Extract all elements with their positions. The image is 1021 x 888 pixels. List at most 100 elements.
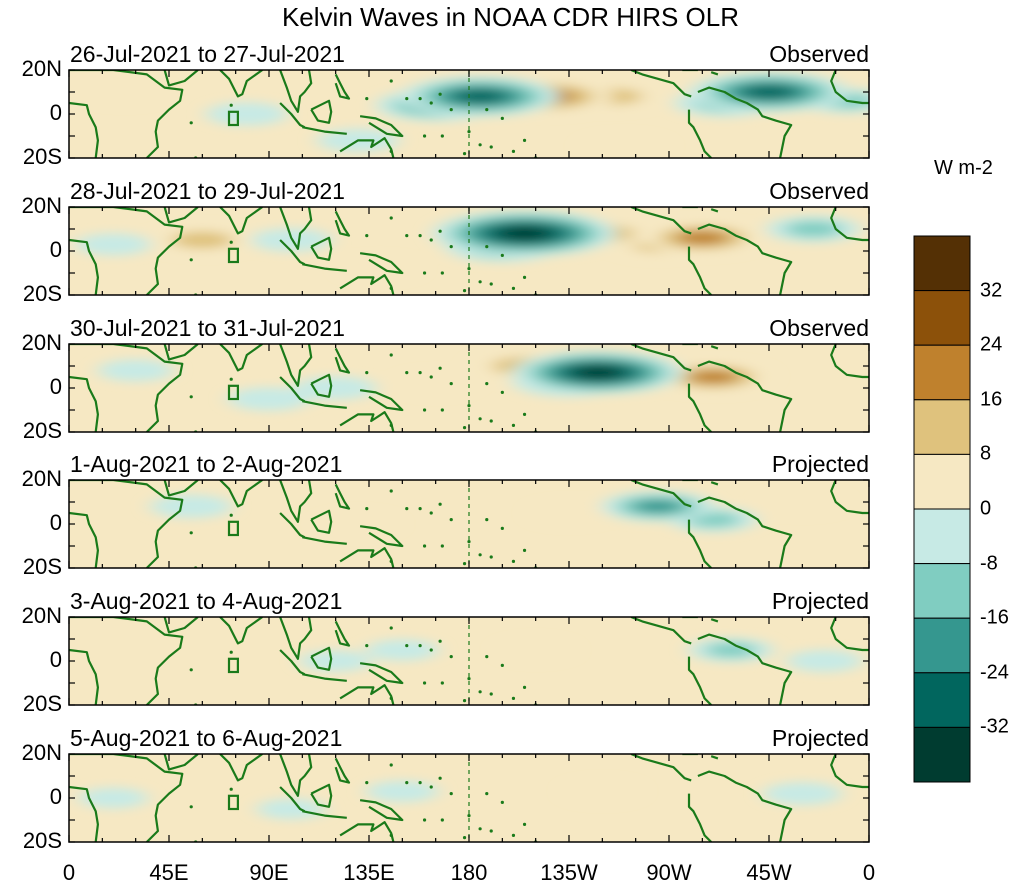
island-dot <box>189 668 193 672</box>
island-dot <box>405 644 409 648</box>
island-dot <box>522 138 527 142</box>
island-dot <box>365 371 369 375</box>
olr-anomaly-blob <box>676 230 729 245</box>
olr-anomaly-blob <box>256 798 326 820</box>
coastline <box>687 793 712 842</box>
coastline <box>219 344 263 372</box>
coastline <box>697 770 793 842</box>
olr-anomaly-blob <box>763 782 842 806</box>
olr-anomaly-blob <box>633 499 683 513</box>
colorbar-swatch <box>913 453 971 510</box>
island-dot <box>389 423 393 427</box>
island-dot <box>440 544 444 548</box>
latitude-label: 20S <box>22 418 62 443</box>
island-dot <box>438 639 442 643</box>
panel-date-label: 30-Jul-2021 to 31-Jul-2021 <box>70 315 345 341</box>
olr-anomaly-blob <box>366 780 439 803</box>
olr-anomaly-blob <box>98 359 174 382</box>
island-dot <box>478 690 482 694</box>
coastline <box>630 70 692 98</box>
island-dot <box>429 238 433 242</box>
coastline <box>69 511 99 568</box>
coastline <box>219 754 263 782</box>
island-dot <box>478 417 482 421</box>
colorbar-swatch <box>913 508 971 565</box>
coastline <box>339 821 395 842</box>
colorbar <box>913 235 971 783</box>
coastline <box>302 400 347 409</box>
island-dot <box>511 696 516 701</box>
longitude-label: 45E <box>149 860 189 885</box>
island-dot <box>405 507 409 511</box>
olr-anomaly-blob <box>785 221 842 237</box>
island-dot <box>389 833 393 838</box>
coastline <box>359 525 404 548</box>
olr-anomaly-blob <box>499 639 572 661</box>
coastline <box>830 207 869 242</box>
island-dot <box>429 785 433 789</box>
colorbar-tick-label: 32 <box>980 279 1003 302</box>
island-dot <box>429 648 433 652</box>
map-panel <box>68 616 870 706</box>
island-dot <box>229 650 233 654</box>
island-dot <box>500 253 504 257</box>
coastline <box>279 480 313 523</box>
coastline <box>830 754 869 789</box>
coastline <box>302 126 347 135</box>
island-dot <box>485 792 489 796</box>
coastline <box>279 102 306 129</box>
island-dot <box>449 518 453 522</box>
longitude-label: 135E <box>343 860 395 885</box>
olr-anomaly-blob <box>83 80 166 104</box>
coastline <box>687 109 712 158</box>
map-panel <box>68 69 870 159</box>
island-dot <box>489 419 493 423</box>
latitude-label: 20N <box>21 56 62 81</box>
coastline <box>69 238 99 295</box>
region-box <box>227 384 239 401</box>
island-dot <box>229 787 233 791</box>
coastline <box>359 115 404 138</box>
island-dot <box>405 371 409 375</box>
coastline <box>697 496 793 568</box>
coastline <box>163 344 199 361</box>
latitude-label: 20S <box>22 144 62 169</box>
island-dot <box>365 507 369 511</box>
island-dot <box>418 781 422 785</box>
island-dot <box>485 382 489 386</box>
coastline <box>687 383 712 432</box>
latitude-label: 20N <box>21 330 62 355</box>
island-dot <box>365 234 369 238</box>
island-dot <box>405 97 409 101</box>
longitude-label: 90E <box>249 860 289 885</box>
island-dot <box>418 507 422 511</box>
olr-anomaly-blob <box>79 787 148 809</box>
coastline <box>163 70 199 87</box>
island-dot <box>389 626 393 630</box>
coastline <box>302 810 347 819</box>
island-dot <box>462 836 467 840</box>
island-dot <box>462 289 467 293</box>
island-dot <box>365 97 369 101</box>
colorbar-swatch <box>913 290 971 346</box>
island-dot <box>438 502 442 506</box>
coastline <box>334 483 351 510</box>
island-dot <box>449 792 453 796</box>
island-dot <box>438 92 442 96</box>
coastline <box>697 360 793 432</box>
coastline <box>830 480 869 515</box>
island-dot <box>389 79 393 83</box>
latitude-label: 0 <box>49 510 62 535</box>
coastline <box>339 274 395 295</box>
coastline <box>359 662 404 685</box>
longitude-label: 135W <box>540 860 598 885</box>
island-dot <box>438 776 442 780</box>
latitude-label: 20S <box>22 281 62 306</box>
island-dot <box>389 216 393 220</box>
coastline <box>687 656 712 705</box>
panel-kind-label: Observed <box>769 41 869 67</box>
coastline <box>310 99 333 124</box>
island-dot <box>440 408 444 412</box>
island-dot <box>229 377 233 381</box>
